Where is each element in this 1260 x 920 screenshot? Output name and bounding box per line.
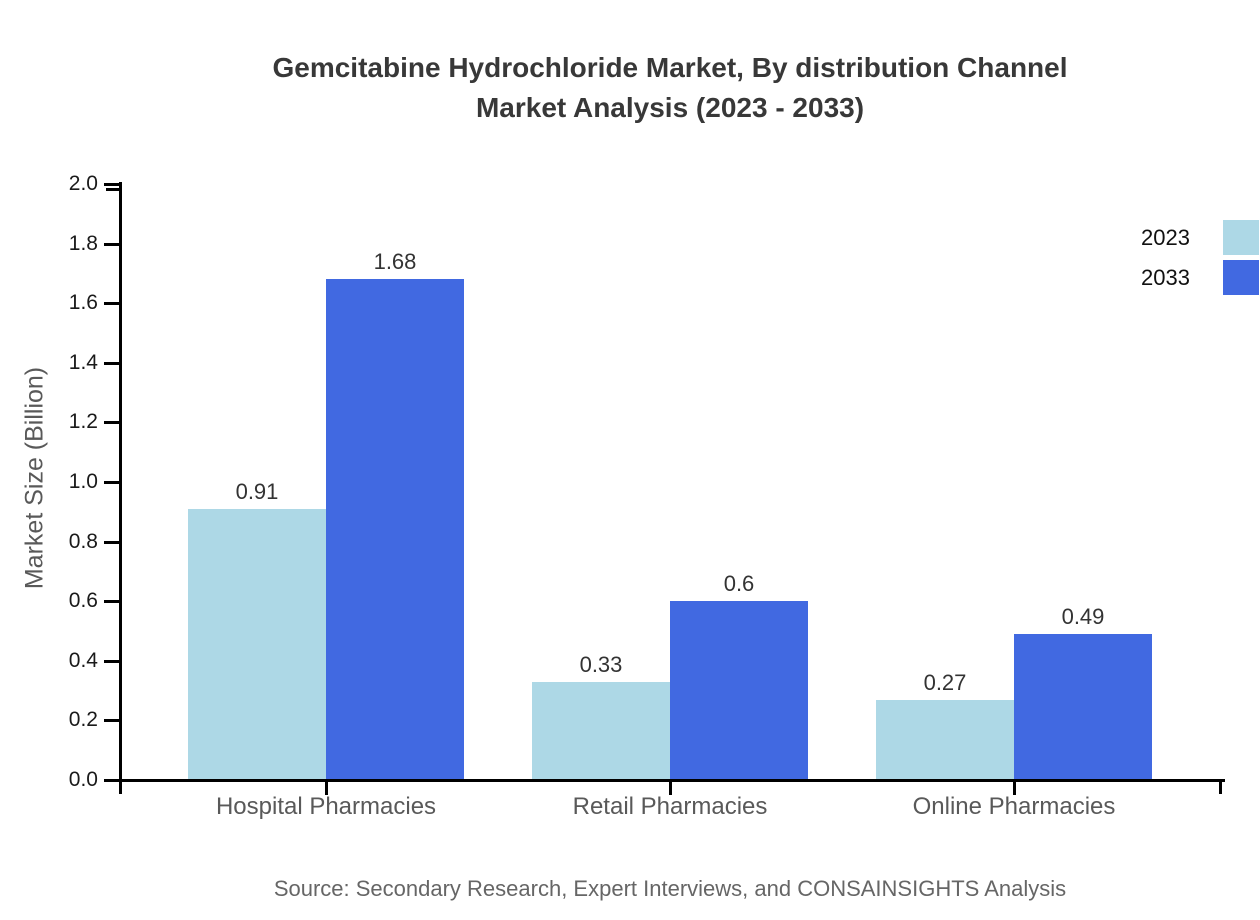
y-tick-label: 2.0 [68,172,98,195]
legend-swatch-2033 [1223,260,1259,295]
y-tick-mark [104,660,119,663]
y-tick-mark [104,719,119,722]
x-tick-mark [1013,782,1016,795]
y-tick-mark [104,600,119,603]
chart-title-line2: Market Analysis (2023 - 2033) [475,92,865,123]
bar-value-label: 0.6 [723,571,755,596]
bar-2023-online-pharmacies [876,700,1014,780]
bar-value-label: 1.68 [373,249,417,274]
legend-label-2033: 2033 [1141,265,1190,290]
category-label: Retail Pharmacies [572,793,768,820]
category-label: Online Pharmacies [912,793,1116,820]
y-tick-mark [104,302,119,305]
y-tick-mark [104,421,119,424]
legend-swatch-2023 [1223,220,1259,255]
y-tick-label: 1.0 [68,470,98,493]
x-axis-line [118,779,1225,782]
y-tick-label: 0.8 [68,530,98,553]
bar-2023-hospital-pharmacies [188,509,326,780]
y-axis-top-cap [106,188,119,191]
bar-2023-retail-pharmacies [532,682,670,780]
legend-label-2023: 2023 [1141,225,1190,250]
y-tick-label: 0.2 [68,708,98,731]
y-tick-label: 0.4 [68,649,98,672]
y-tick-mark [104,362,119,365]
y-tick-label: 1.6 [68,291,98,314]
y-tick-mark [104,243,119,246]
bar-value-label: 0.33 [579,652,623,677]
y-tick-label: 1.4 [68,351,98,374]
y-tick-mark [104,541,119,544]
bar-value-label: 0.91 [235,479,279,504]
y-tick-mark [104,481,119,484]
x-axis-end-tick [1219,782,1222,794]
bar-value-label: 0.49 [1061,604,1105,629]
y-axis-line [119,182,122,794]
category-label: Hospital Pharmacies [215,793,437,820]
y-tick-label: 0.0 [68,768,98,791]
y-tick-mark [104,779,119,782]
y-tick-mark [104,183,119,186]
chart-title-line1: Gemcitabine Hydrochloride Market, By dis… [272,52,1068,83]
x-tick-mark [669,782,672,795]
bar-2033-retail-pharmacies [670,601,808,780]
y-tick-label: 1.8 [68,232,98,255]
y-tick-label: 1.2 [68,410,98,433]
bar-2033-hospital-pharmacies [326,279,464,780]
bar-2033-online-pharmacies [1014,634,1152,780]
x-tick-mark [325,782,328,795]
y-tick-label: 0.6 [68,589,98,612]
chart-title: Gemcitabine Hydrochloride Market, By dis… [118,48,1222,128]
source-note: Source: Secondary Research, Expert Inter… [273,876,1067,901]
bar-value-label: 0.27 [923,670,967,695]
